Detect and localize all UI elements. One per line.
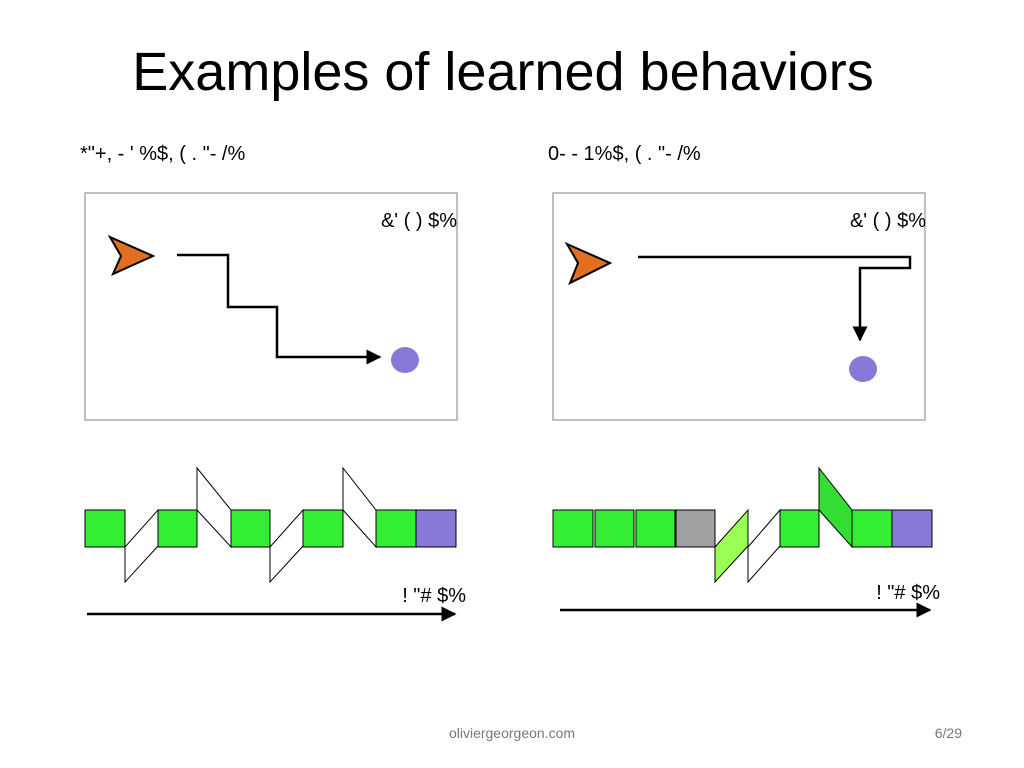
sequence — [552, 466, 933, 584]
goal-label: &' ( ) $% — [381, 210, 457, 232]
target — [391, 347, 419, 373]
panel-heading: 0- - 1%$, ( . "- /% — [548, 143, 701, 165]
path — [638, 255, 912, 342]
goal-label: &' ( ) $% — [850, 210, 926, 232]
panel-heading: *"+, - ' %$, ( . "- /% — [80, 143, 245, 165]
page-number: 6/29 — [935, 725, 962, 741]
time-label: ! "# $% — [876, 582, 940, 604]
path — [177, 253, 382, 365]
agent — [564, 241, 613, 286]
sequence — [84, 466, 457, 584]
time-label: ! "# $% — [402, 585, 466, 607]
target — [849, 356, 877, 382]
agent — [107, 234, 156, 276]
environment-box — [552, 192, 926, 421]
title: Examples of learned behaviors — [132, 42, 873, 102]
footer-site: oliviergeorgeon.com — [449, 725, 575, 741]
